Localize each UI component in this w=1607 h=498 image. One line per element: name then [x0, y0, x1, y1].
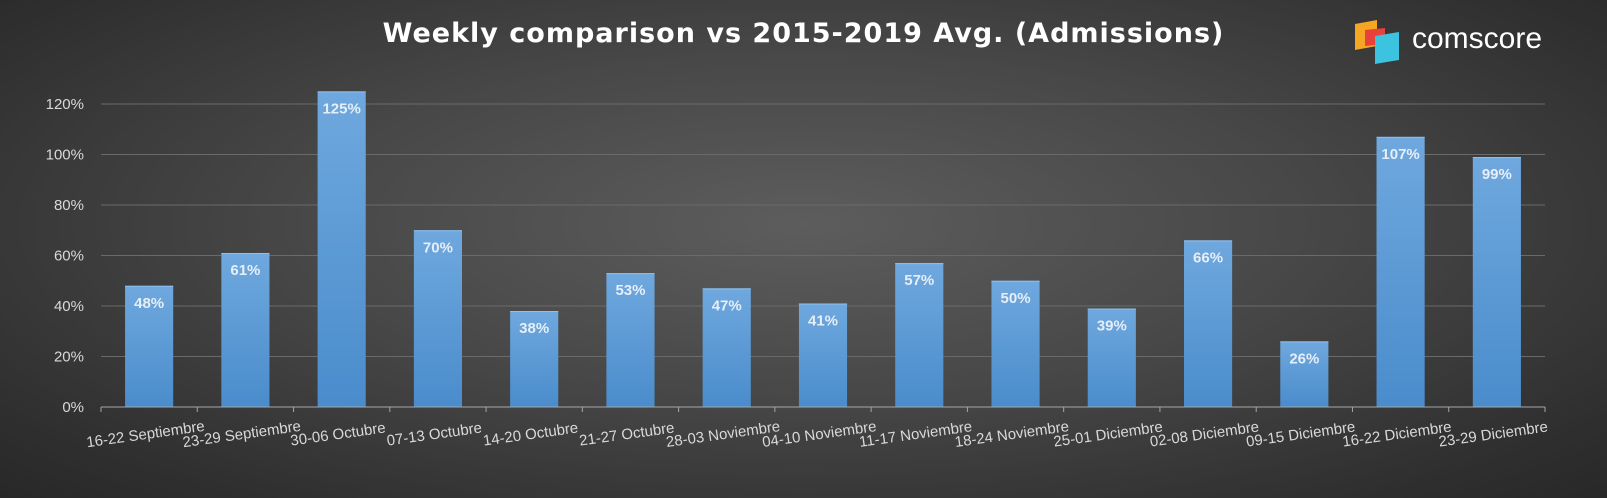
data-label: 61% — [230, 262, 260, 279]
comscore-logo-mark-icon — [1355, 20, 1399, 64]
logo-blue-shape — [1375, 32, 1399, 64]
x-tick-label: 09-15 Diciembre — [1245, 418, 1356, 450]
y-tick-label: 20% — [54, 349, 84, 366]
data-label: 125% — [322, 100, 360, 117]
y-tick-label: 40% — [54, 298, 84, 315]
bar — [1184, 240, 1233, 407]
data-label: 66% — [1193, 249, 1223, 266]
bar — [1280, 341, 1329, 407]
bar — [413, 230, 462, 407]
data-label: 107% — [1381, 146, 1419, 163]
x-tick-label: 30-06 Octubre — [289, 419, 386, 449]
data-label: 47% — [712, 297, 742, 314]
bar — [895, 263, 944, 407]
y-tick-label: 80% — [54, 197, 84, 214]
comscore-logo: comscore — [1355, 20, 1595, 64]
bar — [1087, 308, 1136, 407]
data-label: 26% — [1289, 350, 1319, 367]
chart-title: Weekly comparison vs 2015-2019 Avg. (Adm… — [382, 18, 1225, 49]
bar — [1472, 157, 1521, 407]
bar — [221, 252, 270, 407]
bar — [606, 273, 655, 407]
x-tick-label: 16-22 Diciembre — [1341, 418, 1452, 450]
y-tick-label: 60% — [54, 248, 84, 265]
bar — [991, 280, 1040, 407]
x-tick-label: 23-29 Diciembre — [1438, 418, 1549, 450]
data-label: 57% — [904, 272, 934, 289]
data-label: 38% — [519, 320, 549, 337]
y-tick-label: 0% — [62, 399, 84, 416]
bar — [702, 288, 751, 407]
bar — [1376, 136, 1425, 407]
data-label: 50% — [1001, 290, 1031, 307]
data-label: 53% — [615, 282, 645, 299]
data-label: 70% — [423, 239, 453, 256]
data-label: 99% — [1482, 166, 1512, 183]
x-tick-label: 25-01 Diciembre — [1053, 418, 1164, 450]
y-tick-label: 100% — [46, 147, 84, 164]
bars — [125, 91, 1521, 407]
data-label: 41% — [808, 312, 838, 329]
comscore-logo-text: comscore — [1412, 22, 1543, 55]
x-tick-label: 07-13 Octubre — [386, 419, 483, 449]
bar — [798, 303, 848, 407]
axes — [100, 406, 1546, 412]
data-label: 48% — [134, 295, 164, 312]
bar — [510, 311, 559, 407]
data-label: 39% — [1097, 318, 1127, 335]
x-tick-label: 14-20 Octubre — [482, 419, 579, 449]
x-tick-label: 21-27 Octubre — [578, 419, 675, 449]
bar — [125, 285, 174, 407]
bar — [317, 91, 366, 407]
y-tick-label: 120% — [46, 96, 84, 113]
x-tick-label: 02-08 Diciembre — [1149, 418, 1260, 450]
